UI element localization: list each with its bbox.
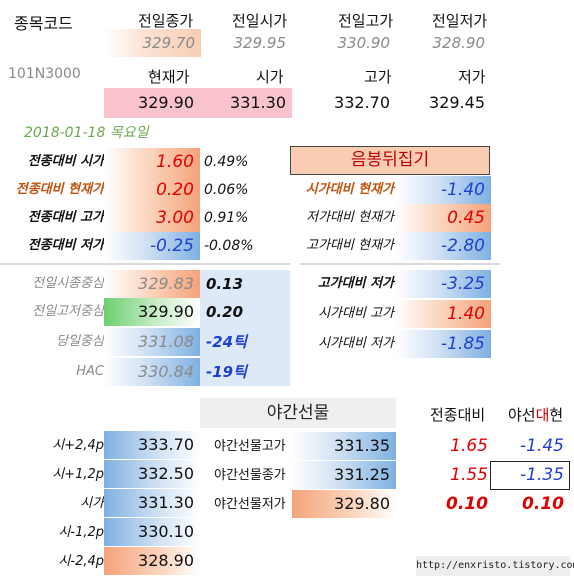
today-center-diff: -24틱	[206, 333, 247, 351]
prev-open-label: 전일시가	[232, 12, 288, 30]
row-label: 시가대비 현재가	[305, 182, 394, 197]
current-price-label: 현재가	[148, 68, 190, 86]
night-close-d2: -1.35	[520, 465, 564, 485]
open-to-current-value: -1.40	[396, 176, 491, 204]
night-close-d1: 1.55	[450, 465, 488, 485]
row-label: 전일고저중심	[32, 304, 104, 319]
low-to-current-value: 0.45	[396, 204, 491, 232]
row-label: 야간선물고가	[214, 439, 286, 454]
today-center-value: 331.08	[104, 328, 200, 356]
row-label: 전일시종중심	[32, 276, 104, 291]
night-high-value: 331.35	[292, 432, 396, 460]
diff-current-pct: 0.06%	[204, 182, 249, 198]
footer-url[interactable]: http://enxristo.tistory.com	[416, 556, 574, 576]
night-close-value: 331.25	[292, 461, 396, 489]
row-label: 시가대비 저가	[318, 336, 394, 351]
level-open: 331.30	[104, 489, 200, 517]
open-label: 시가	[256, 68, 284, 86]
night-low-value: 329.80	[292, 490, 396, 518]
row-label: 전종대비 고가	[27, 210, 104, 225]
date-label: 2018-01-18 목요일	[24, 125, 149, 141]
current-price-value: 329.90	[138, 93, 194, 112]
row-label: 시-1,2p	[58, 525, 104, 540]
high-label: 고가	[364, 68, 392, 86]
diff-low-value: -0.25	[104, 232, 200, 260]
row-label: 전종대비 저가	[27, 238, 104, 253]
row-label: 시-2,4p	[58, 554, 104, 569]
row-label: 전종대비 현재가	[15, 182, 104, 197]
row-label: 시가대비 고가	[318, 306, 394, 321]
prev-high-value: 330.90	[337, 34, 391, 52]
row-label: 전종대비 시가	[27, 154, 104, 169]
night-low-d1: 0.10	[446, 494, 488, 514]
col-text: 현	[549, 406, 564, 424]
code-value: 101N3000	[8, 66, 81, 82]
hac-value: 330.84	[104, 358, 200, 386]
night-col-prev-close: 전종대비	[430, 406, 486, 424]
high-to-low-value: -3.25	[396, 270, 491, 298]
open-to-low-value: -1.85	[396, 330, 491, 358]
open-to-high-value: 1.40	[396, 300, 491, 328]
diff-open-pct: 0.49%	[204, 154, 249, 170]
code-label: 종목코드	[14, 14, 73, 33]
level-minus-1-2: 330.10	[104, 518, 200, 546]
night-low-d2: 0.10	[522, 494, 564, 514]
hac-diff: -19틱	[206, 363, 247, 381]
col-text-highlight: 대	[535, 406, 550, 424]
high-to-current-value: -2.80	[396, 232, 491, 260]
row-label: 시가	[80, 496, 104, 511]
diff-open-value: 1.60	[104, 148, 200, 176]
night-high-d2: -1.45	[520, 436, 564, 456]
prev-oc-center-diff: 0.13	[206, 275, 244, 293]
night-high-d1: 1.65	[450, 436, 488, 456]
row-label: 고가대비 저가	[317, 276, 394, 291]
night-futures-title: 야간선물	[200, 398, 396, 428]
level-minus-2-4: 328.90	[104, 547, 200, 575]
row-label: 저가대비 현재가	[306, 210, 394, 225]
row-label: 당일중심	[56, 334, 104, 349]
divider	[0, 263, 290, 265]
night-col-night-vs-current: 야선대현	[508, 404, 563, 425]
open-value: 331.30	[230, 93, 286, 112]
prev-hl-center-diff: 0.20	[206, 303, 244, 321]
row-label: 야간선물저가	[214, 497, 286, 512]
high-value: 332.70	[334, 93, 390, 112]
night-close-d2-box	[490, 461, 570, 490]
low-label: 저가	[458, 68, 486, 86]
current-open-highlight	[104, 88, 292, 118]
diff-high-pct: 0.91%	[204, 210, 249, 226]
level-plus-1-2: 332.50	[104, 460, 200, 488]
col-text: 야선	[508, 406, 536, 424]
low-value: 329.45	[429, 93, 485, 112]
prev-hl-center-value: 329.90	[104, 298, 200, 326]
prev-open-value: 329.95	[233, 34, 287, 52]
row-label: 시+1,2p	[52, 467, 104, 482]
row-label: 고가대비 현재가	[306, 238, 394, 253]
pattern-title: 음봉뒤집기	[290, 146, 490, 175]
prev-low-label: 전일저가	[432, 12, 488, 30]
row-label: HAC	[76, 364, 104, 379]
diff-high-value: 3.00	[104, 204, 200, 232]
diff-current-value: 0.20	[104, 176, 200, 204]
diff-low-pct: -0.08%	[204, 238, 254, 254]
diff-column-background	[200, 270, 290, 386]
row-label: 야간선물종가	[214, 468, 286, 483]
level-plus-2-4: 333.70	[104, 431, 200, 459]
prev-close-label: 전일종가	[138, 12, 194, 30]
divider	[300, 263, 500, 265]
row-label: 시+2,4p	[52, 438, 104, 453]
prev-close-value: 329.70	[105, 29, 201, 57]
prev-high-label: 전일고가	[338, 12, 394, 30]
prev-oc-center-value: 329.83	[104, 270, 200, 298]
prev-low-value: 328.90	[432, 34, 486, 52]
